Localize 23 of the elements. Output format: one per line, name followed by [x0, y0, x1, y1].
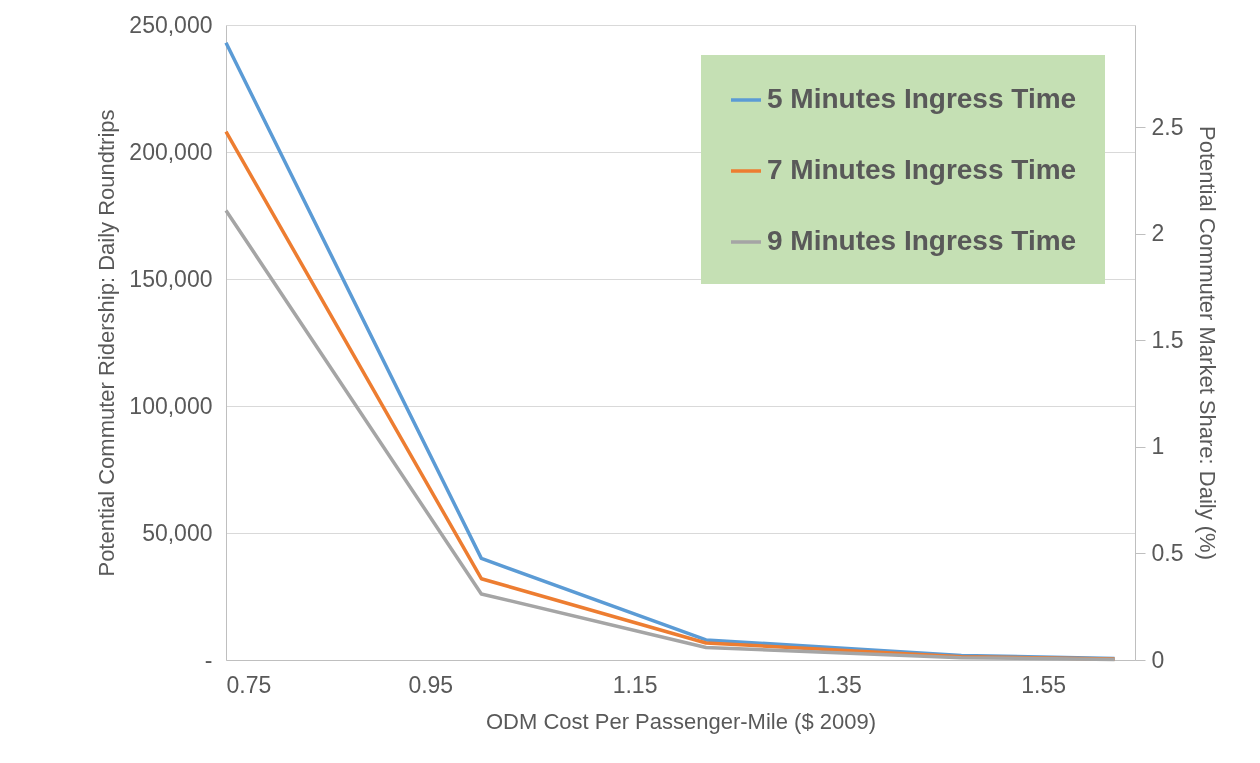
y2-tick-label: 2.5	[1151, 113, 1184, 140]
y-tick-label: 200,000	[129, 138, 213, 165]
legend-label: 7 Minutes Ingress Time	[767, 154, 1077, 185]
y2-tick-label: 0.5	[1151, 539, 1184, 566]
x-axis-title: ODM Cost Per Passenger-Mile ($ 2009)	[485, 708, 877, 734]
y-tick-label: 100,000	[129, 392, 213, 419]
x-tick-label: 1.35	[816, 671, 862, 698]
legend-label: 5 Minutes Ingress Time	[767, 83, 1077, 114]
legend-label: 9 Minutes Ingress Time	[767, 225, 1077, 256]
x-tick-label: 1.55	[1021, 671, 1066, 698]
x-tick-label: 0.95	[408, 671, 454, 698]
y2-tick-label: 1	[1151, 433, 1165, 460]
y-axis-title: Potential Commuter Ridership: Daily Roundtrips	[94, 109, 120, 577]
x-tick-label: 0.75	[226, 671, 272, 698]
x-tick-label: 1.15	[612, 671, 658, 698]
y2-tick-label: 2	[1151, 220, 1165, 247]
y2-axis-title: Potential Commuter Market Share: Daily (%)	[1195, 125, 1221, 561]
y2-tick-label: 1.5	[1151, 326, 1184, 353]
y-tick-label: 250,000	[129, 11, 213, 38]
y-tick-label: 150,000	[129, 265, 213, 292]
y2-tick-label: 0	[1151, 646, 1165, 673]
y-tick-label: -	[204, 646, 213, 673]
y-tick-label: 50,000	[142, 519, 213, 546]
